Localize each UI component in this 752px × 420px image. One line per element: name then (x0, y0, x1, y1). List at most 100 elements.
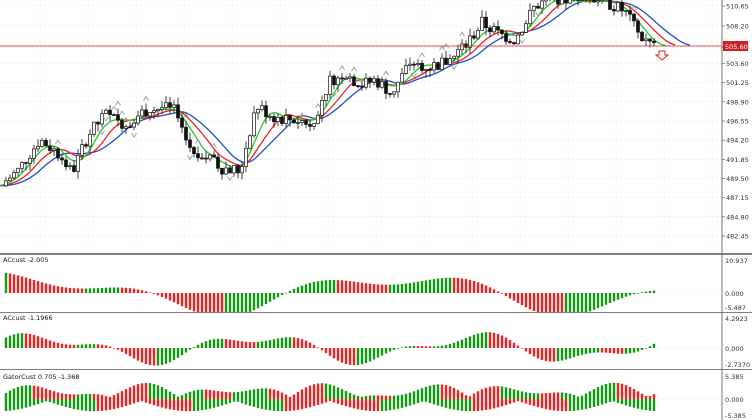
bear-candle[interactable] (652, 40, 656, 43)
bull-candle[interactable] (16, 167, 20, 173)
bull-candle[interactable] (132, 122, 136, 128)
bull-candle[interactable] (440, 57, 444, 70)
bull-candle[interactable] (124, 126, 128, 129)
bear-candle[interactable] (44, 139, 48, 147)
bull-candle[interactable] (460, 43, 464, 51)
bear-candle[interactable] (128, 126, 132, 129)
bull-candle[interactable] (624, 10, 628, 12)
bear-candle[interactable] (96, 121, 100, 125)
bull-candle[interactable] (40, 139, 44, 147)
bear-candle[interactable] (612, 9, 616, 12)
bear-candle[interactable] (228, 167, 232, 174)
ac-panel-1[interactable]: ACcust -2.005 10.937 0.000 -5.487 (0, 254, 752, 312)
bear-candle[interactable] (264, 105, 268, 118)
bull-candle[interactable] (12, 172, 16, 179)
bear-candle[interactable] (648, 38, 652, 42)
bull-candle[interactable] (372, 78, 376, 83)
bull-candle[interactable] (36, 146, 40, 150)
bear-candle[interactable] (340, 77, 344, 80)
bull-candle[interactable] (432, 62, 436, 71)
bull-candle[interactable] (68, 165, 72, 168)
bull-candle[interactable] (616, 2, 620, 12)
gator-panel[interactable]: GatorCust 0.705 -1.368 5.385 0.000 -5.38… (0, 369, 752, 420)
bull-candle[interactable] (172, 104, 176, 108)
bull-candle[interactable] (328, 75, 332, 95)
bear-candle[interactable] (564, 0, 568, 4)
bull-candle[interactable] (276, 116, 280, 122)
bear-candle[interactable] (188, 139, 192, 148)
bear-candle[interactable] (592, 0, 596, 3)
bull-candle[interactable] (424, 69, 428, 71)
bull-candle[interactable] (316, 115, 320, 124)
bear-candle[interactable] (200, 157, 204, 160)
bear-candle[interactable] (620, 2, 624, 12)
bull-candle[interactable] (208, 154, 212, 160)
bull-candle[interactable] (224, 167, 228, 175)
bear-candle[interactable] (500, 29, 504, 34)
bull-candle[interactable] (448, 58, 452, 65)
bear-candle[interactable] (236, 165, 240, 174)
bear-candle[interactable] (180, 117, 184, 128)
bear-candle[interactable] (508, 41, 512, 43)
bull-candle[interactable] (92, 121, 96, 135)
bear-candle[interactable] (360, 85, 364, 88)
bear-candle[interactable] (472, 35, 476, 39)
bull-candle[interactable] (28, 158, 32, 164)
bear-candle[interactable] (384, 81, 388, 94)
bull-candle[interactable] (480, 16, 484, 31)
bear-candle[interactable] (280, 116, 284, 124)
bull-candle[interactable] (52, 148, 56, 151)
bear-candle[interactable] (488, 27, 492, 33)
bull-candle[interactable] (348, 76, 352, 79)
bear-candle[interactable] (216, 156, 220, 169)
bull-candle[interactable] (20, 162, 24, 169)
bear-candle[interactable] (120, 119, 124, 129)
bull-candle[interactable] (104, 109, 108, 114)
bull-candle[interactable] (528, 9, 532, 25)
bull-candle[interactable] (244, 147, 248, 167)
bull-candle[interactable] (88, 133, 92, 147)
bull-candle[interactable] (324, 94, 328, 101)
bull-candle[interactable] (320, 100, 324, 116)
bull-candle[interactable] (600, 0, 604, 2)
bull-candle[interactable] (312, 123, 316, 127)
bull-candle[interactable] (136, 115, 140, 124)
bear-candle[interactable] (144, 109, 148, 117)
bull-candle[interactable] (476, 30, 480, 39)
bear-candle[interactable] (332, 75, 336, 86)
price-panel[interactable]: 510.65 508.20 505.60 503.60 501.25 498.90 496.… (0, 0, 752, 254)
bull-candle[interactable] (400, 73, 404, 83)
bull-candle[interactable] (252, 112, 256, 137)
bear-candle[interactable] (428, 69, 432, 71)
bull-candle[interactable] (560, 0, 564, 5)
bull-candle[interactable] (392, 91, 396, 95)
bear-candle[interactable] (484, 16, 488, 29)
bull-candle[interactable] (596, 0, 600, 3)
bear-candle[interactable] (272, 116, 276, 122)
bear-candle[interactable] (204, 157, 208, 160)
bear-candle[interactable] (512, 42, 516, 45)
bear-candle[interactable] (48, 145, 52, 151)
bear-candle[interactable] (60, 157, 64, 161)
bear-candle[interactable] (368, 77, 372, 83)
bull-candle[interactable] (524, 23, 528, 33)
bull-candle[interactable] (516, 34, 520, 45)
bull-candle[interactable] (416, 63, 420, 65)
bull-candle[interactable] (364, 77, 368, 88)
bear-candle[interactable] (84, 144, 88, 147)
bull-candle[interactable] (380, 81, 384, 88)
bear-candle[interactable] (536, 5, 540, 9)
bear-candle[interactable] (192, 147, 196, 155)
bear-candle[interactable] (376, 78, 380, 88)
bull-candle[interactable] (644, 38, 648, 42)
candlesticks[interactable] (4, 0, 656, 187)
bear-candle[interactable] (308, 124, 312, 127)
bear-candle[interactable] (64, 159, 68, 168)
bull-candle[interactable] (80, 144, 84, 156)
ac-panel-2[interactable]: ACcust -1.1966 4.2923 0.000 -2.7370 (0, 312, 752, 369)
bull-candle[interactable] (492, 26, 496, 33)
bull-candle[interactable] (248, 135, 252, 149)
bear-candle[interactable] (112, 114, 116, 116)
bull-candle[interactable] (76, 154, 80, 172)
bear-candle[interactable] (636, 20, 640, 33)
